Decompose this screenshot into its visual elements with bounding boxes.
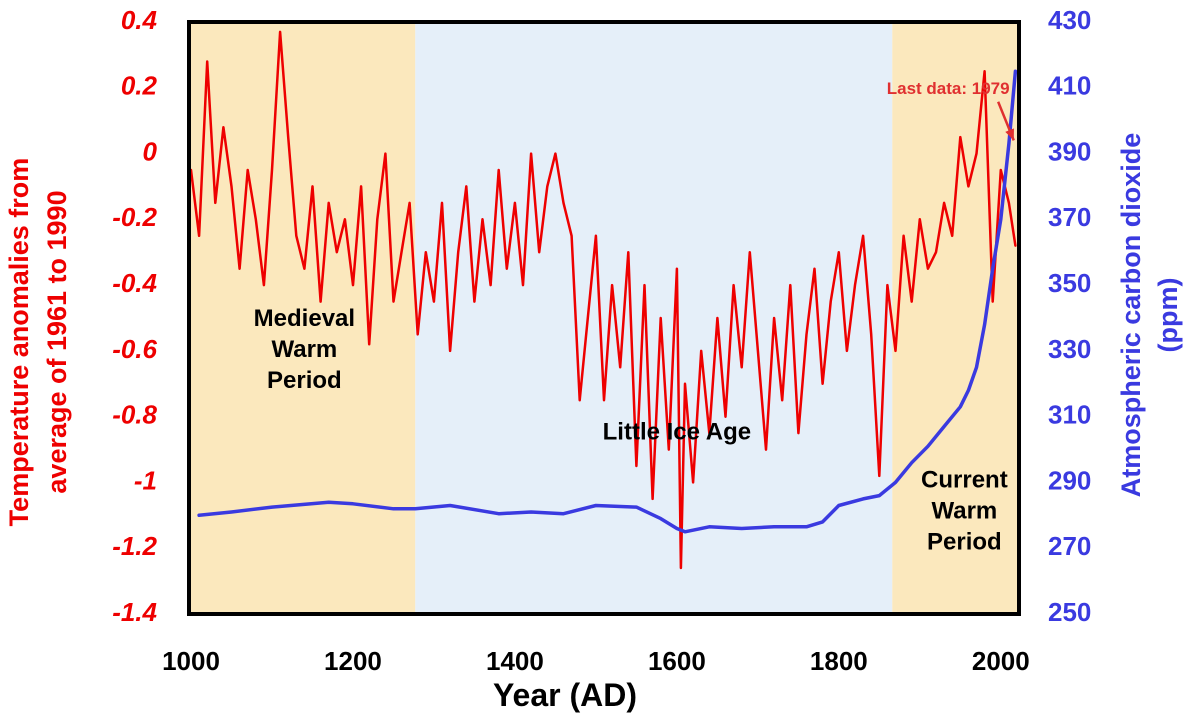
region-label-1-line-3: Period (267, 367, 342, 394)
left-tick-label: -1.4 (112, 597, 157, 627)
region-label-3-line-3: Period (927, 528, 1002, 555)
left-tick-label: -0.6 (112, 334, 157, 364)
temperature-line (189, 30, 1017, 570)
left-axis-title-line-1: Temperature anomalies from (4, 158, 34, 527)
left-tick-label: -1.2 (112, 531, 157, 561)
last-data-annotation: Last data: 1979 (887, 79, 1010, 98)
right-axis-title-line-2: (ppm) (1153, 278, 1183, 353)
x-tick-label: 2000 (972, 646, 1030, 676)
left-tick-label: -1 (134, 465, 157, 495)
x-tick-label: 1600 (648, 646, 706, 676)
left-tick-label: 0.2 (121, 71, 158, 101)
region-band-3 (892, 22, 1017, 614)
x-axis-title: Year (AD) (493, 677, 637, 713)
left-tick-label: 0.4 (121, 5, 158, 35)
right-tick-label: 310 (1048, 400, 1091, 430)
region-label-2-line-1: Little Ice Age (603, 418, 751, 445)
left-tick-label: -0.4 (112, 268, 157, 298)
right-tick-label: 330 (1048, 334, 1091, 364)
region-band-1 (191, 22, 416, 614)
right-tick-label: 390 (1048, 136, 1091, 166)
right-tick-label: 350 (1048, 268, 1091, 298)
right-axis-title-line-1: Atmospheric carbon dioxide (1116, 133, 1146, 498)
right-tick-label: 250 (1048, 597, 1091, 627)
left-axis-title-line-2: average of 1961 to 1990 (42, 190, 72, 493)
right-tick-label: 430 (1048, 5, 1091, 35)
right-tick-label: 410 (1048, 71, 1091, 101)
x-tick-label: 1200 (324, 646, 382, 676)
x-tick-label: 1800 (810, 646, 868, 676)
x-tick-label: 1000 (162, 646, 220, 676)
co2-line (197, 69, 1018, 534)
region-band-2 (415, 22, 893, 614)
region-label-3-line-1: Current (921, 466, 1008, 493)
region-label-1-line-2: Warm (271, 336, 337, 363)
left-tick-label: 0 (143, 136, 158, 166)
annotation-arrowhead (1005, 128, 1014, 141)
right-tick-label: 370 (1048, 202, 1091, 232)
region-label-1-line-1: Medieval (254, 305, 355, 332)
left-tick-label: -0.8 (112, 400, 157, 430)
plot-frame (187, 20, 1021, 616)
right-tick-label: 270 (1048, 531, 1091, 561)
x-tick-label: 1400 (486, 646, 544, 676)
region-label-3-line-2: Warm (931, 497, 997, 524)
right-tick-label: 290 (1048, 465, 1091, 495)
left-tick-label: -0.2 (112, 202, 157, 232)
